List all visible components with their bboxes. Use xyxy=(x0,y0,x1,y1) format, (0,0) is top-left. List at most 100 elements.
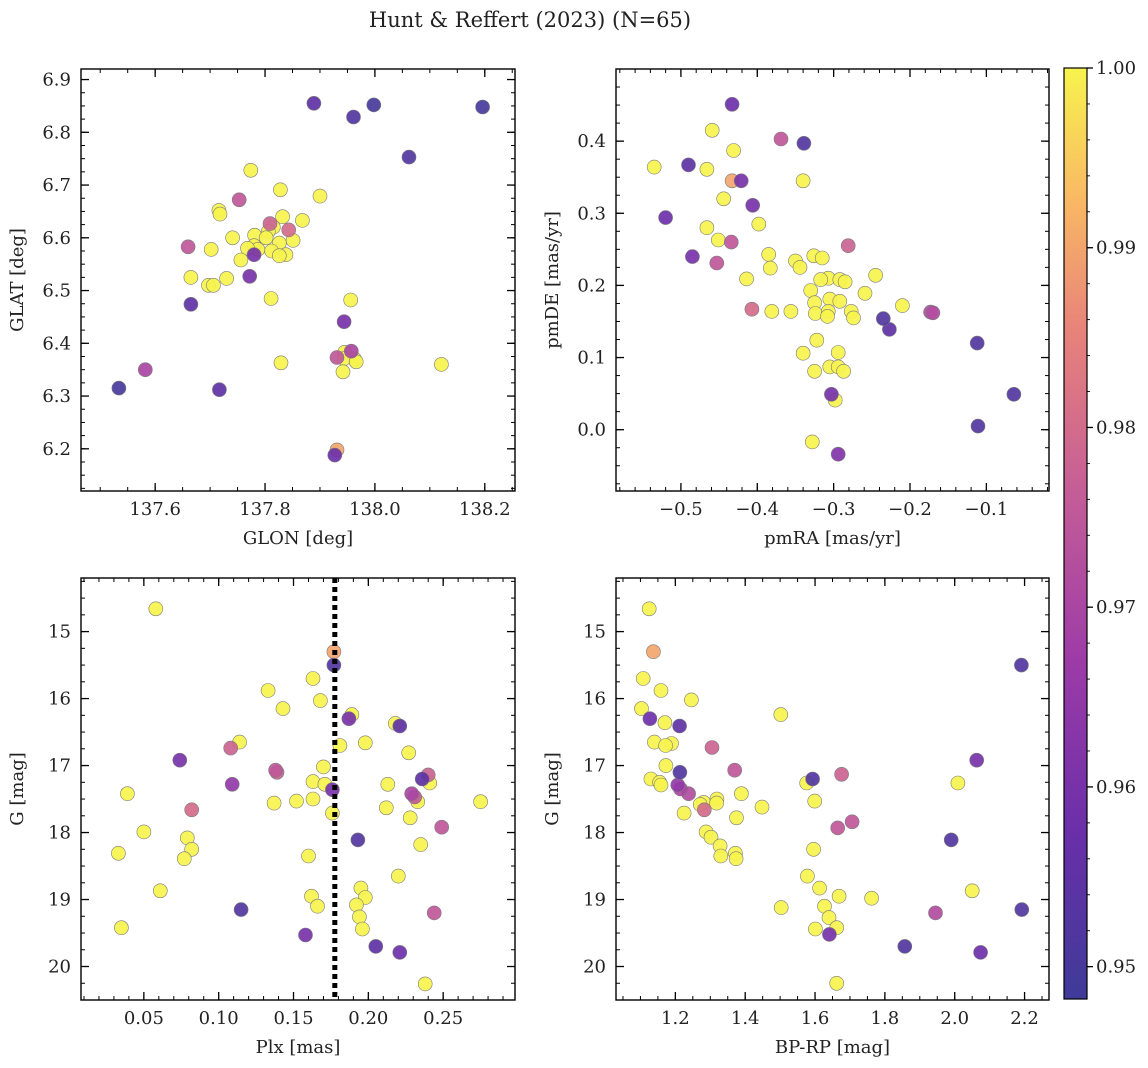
plot-frame xyxy=(80,68,516,492)
scatter-point xyxy=(206,277,221,293)
scatter-point xyxy=(225,230,240,246)
x-tick-label: 0.05 xyxy=(124,1008,164,1029)
scatter-point xyxy=(401,745,417,761)
scatter-point xyxy=(203,242,219,257)
scatter-point xyxy=(754,799,770,815)
scatter-point xyxy=(223,740,238,756)
scatter-point xyxy=(184,802,199,818)
y-tick-label: 19 xyxy=(48,890,71,911)
scatter-point xyxy=(426,905,442,921)
scatter-point xyxy=(657,715,673,731)
y-tick-label: 6.6 xyxy=(42,228,71,249)
scatter-point xyxy=(341,711,357,727)
scatter-point xyxy=(301,848,316,864)
scatter-point xyxy=(343,343,359,359)
scatter-point xyxy=(646,644,661,660)
scatter-point xyxy=(813,272,829,287)
scatter-point xyxy=(973,945,988,960)
scatter-point xyxy=(1006,386,1022,402)
plot-frame xyxy=(615,577,1050,1001)
scatter-point xyxy=(709,795,724,811)
axis-ticks: 0.05 0.10 0.15 0.20 0.25 15 16 17 18 19 20 xyxy=(48,578,515,1029)
scatter-point xyxy=(744,301,760,317)
axis-ticks: 137.6 137.8 138.0 138.2 6.2 6.3 6.4 6.5 6.6 6.7 6.… xyxy=(42,69,515,520)
y-tick-label: 0.1 xyxy=(577,348,606,369)
scatter-point xyxy=(840,238,856,253)
scatter-point xyxy=(295,213,310,228)
scatter-point xyxy=(723,234,739,250)
x-tick-label: −0.2 xyxy=(888,499,932,520)
scatter-point xyxy=(1014,657,1029,673)
colorbar-tick-label: 0.96 xyxy=(1096,777,1136,798)
scatter-point xyxy=(392,718,408,734)
scatter-point xyxy=(392,945,408,960)
scatter-point xyxy=(281,222,297,238)
scatter-point xyxy=(231,192,247,208)
axis-ticks: 1.2 1.4 1.6 1.8 2.0 2.2 15 16 17 18 19 20 xyxy=(583,578,1049,1029)
scatter-point xyxy=(970,418,986,434)
scatter-point xyxy=(834,766,849,782)
scatter-point xyxy=(153,883,168,899)
scatter-point xyxy=(807,306,823,321)
scatter-point xyxy=(684,692,699,708)
y-axis-label: G [mag] xyxy=(7,752,28,825)
scatter-point xyxy=(807,363,822,379)
scatter-point xyxy=(681,157,696,173)
scatter-point xyxy=(114,920,129,936)
scatter-point xyxy=(950,775,966,791)
scatter-point xyxy=(357,735,373,751)
scatter-point xyxy=(434,357,449,372)
scatter-point xyxy=(271,248,287,263)
y-tick-label: 6.2 xyxy=(42,439,71,460)
panel-pmra-pmde: −0.5 −0.4 −0.3 −0.2 −0.1 0.0 0.1 0.2 0.3 0.4 pmRA… xyxy=(542,68,1050,549)
x-tick-label: 137.6 xyxy=(129,499,181,520)
scatter-point xyxy=(658,210,673,225)
scatter-point xyxy=(809,332,825,348)
x-tick-label: 138.2 xyxy=(459,499,511,520)
scatter-point xyxy=(829,975,845,991)
scatter-point xyxy=(751,216,767,232)
y-tick-label: 15 xyxy=(48,622,71,643)
scatter-point xyxy=(390,868,406,884)
scatter-point xyxy=(316,759,331,775)
scatter-point xyxy=(857,285,873,301)
scatter-point xyxy=(727,762,743,778)
scatter-point xyxy=(313,693,328,708)
scatter-point xyxy=(897,939,913,954)
y-tick-label: 6.3 xyxy=(42,386,71,407)
y-axis-label: G [mag] xyxy=(542,752,563,825)
scatter-point xyxy=(808,921,823,937)
scatter-point xyxy=(219,271,234,286)
scatter-point xyxy=(704,740,720,755)
x-tick-label: 138.0 xyxy=(349,499,401,520)
x-tick-label: 0.25 xyxy=(423,1008,463,1029)
x-tick-label: 137.8 xyxy=(239,499,291,520)
scatter-points xyxy=(646,97,1022,462)
scatter-point xyxy=(380,776,396,792)
scatter-point xyxy=(646,159,662,175)
scatter-point xyxy=(212,382,227,398)
scatter-point xyxy=(710,232,726,248)
colorbar-gradient xyxy=(1063,67,1088,1000)
scatter-point xyxy=(414,771,430,787)
scatter-point xyxy=(805,771,820,787)
scatter-point xyxy=(335,364,351,380)
scatter-point xyxy=(672,764,688,780)
scatter-point xyxy=(726,143,741,158)
scatter-point xyxy=(969,752,985,768)
scatter-point xyxy=(262,216,278,231)
y-axis-label: pmDE [mas/yr] xyxy=(542,211,563,349)
scatter-point xyxy=(378,800,394,816)
x-tick-label: 1.6 xyxy=(801,1008,830,1029)
panel-bprp-g: 1.2 1.4 1.6 1.8 2.0 2.2 15 16 17 18 19 20 BP-RP [ma… xyxy=(542,577,1050,1058)
scatter-point xyxy=(820,309,835,324)
scatter-point xyxy=(830,820,846,836)
scatter-point xyxy=(796,136,812,151)
y-tick-label: 6.4 xyxy=(42,333,71,354)
plot-frame xyxy=(80,577,516,1001)
scatter-point xyxy=(355,921,370,937)
scatter-point xyxy=(875,311,891,326)
scatter-point xyxy=(275,209,290,224)
x-tick-label: −0.3 xyxy=(812,499,856,520)
